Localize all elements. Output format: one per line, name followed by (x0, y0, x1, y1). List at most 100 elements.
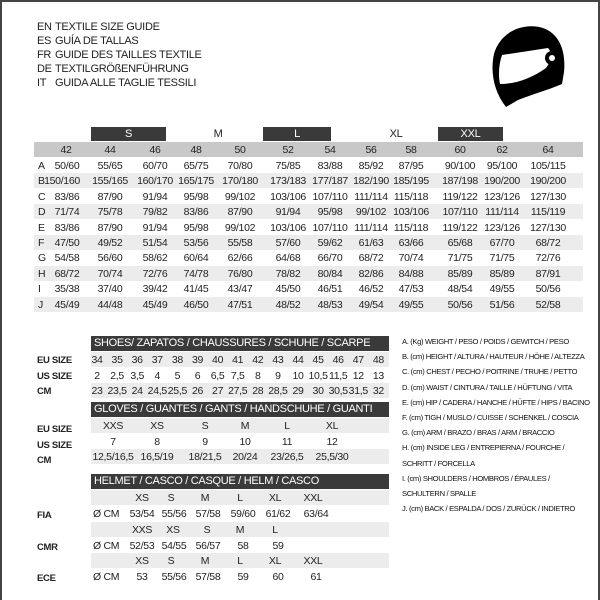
legend-item: E. (cm) HIP / CADERA / HANCHE / HÜFTE / … (402, 397, 590, 407)
size-number: 62 (496, 144, 508, 156)
shoe-cell: 4 (154, 369, 161, 382)
table-cell: 107/110 (312, 221, 348, 234)
table-cell: 78/82 (275, 267, 301, 280)
table-cell: 87/90 (227, 206, 253, 219)
table-cell: 37/40 (97, 283, 123, 296)
table-row-band (91, 352, 389, 367)
table-cell: 91/94 (142, 221, 168, 234)
table-cell: 48/52 (275, 298, 301, 311)
title-lang-code: IT (37, 77, 47, 89)
shoe-cell: 44 (292, 354, 304, 366)
helmet-cell: 61/62 (265, 508, 291, 520)
legend-item: C. (cm) CHEST / PECHO / POITRINE / TRUHE… (402, 367, 578, 377)
helmet-cell: 54/55 (161, 539, 187, 552)
table-cell: 50/60 (54, 160, 80, 172)
shoe-cell: 25,5 (167, 385, 188, 397)
helmet-size: XXL (303, 492, 323, 504)
title-lang-code: DE (37, 63, 52, 75)
table-cell: 185/195 (393, 175, 429, 188)
table-cell: 58/62 (142, 252, 168, 265)
table-cell: 53/56 (183, 237, 209, 249)
shoe-cell: 28,5 (268, 385, 288, 397)
table-cell: 127/130 (530, 190, 566, 203)
table-cell: 99/102 (355, 206, 387, 219)
size-number: 52 (282, 144, 294, 156)
shoe-cell: 27,5 (228, 385, 248, 397)
table-cell: 115/118 (393, 221, 429, 234)
table-cell: 71/74 (54, 206, 80, 219)
row-key: H (38, 267, 46, 280)
helmet-cell: 61 (310, 571, 322, 583)
table-cell: 51/56 (489, 298, 515, 311)
shoe-cell: 2,5 (110, 369, 124, 382)
table-cell: 75/78 (97, 206, 123, 219)
table-row-band (34, 265, 583, 281)
shoe-cell: 10,5 (308, 369, 328, 382)
table-cell: 187/198 (442, 175, 478, 188)
table-cell: 103/106 (270, 221, 306, 234)
glove-cell: 16,5/19 (140, 451, 174, 463)
shoe-cell: 23 (91, 385, 103, 397)
table-cell: 127/130 (530, 221, 566, 234)
table-cell: 49/52 (97, 237, 123, 249)
table-cell: 107/110 (442, 206, 478, 219)
table-row-band (91, 521, 389, 537)
table-cell: 85/89 (447, 267, 473, 280)
table-cell: 95/98 (317, 206, 343, 219)
table-cell: 123/126 (484, 190, 520, 203)
table-cell: 68/72 (535, 237, 561, 249)
table-cell: 83/88 (317, 160, 343, 172)
table-cell: 52/58 (535, 298, 561, 311)
table-cell: 65/68 (447, 237, 473, 249)
legend-item: H. (cm) INSIDE LEG / ENTREPIERNA / FOURC… (402, 443, 565, 453)
size-group-label: L (294, 128, 300, 140)
helmet-size: XL (268, 555, 282, 567)
table-cell: 165/175 (178, 175, 214, 188)
helmet-cell: 56/57 (195, 539, 221, 552)
legend-item: B. (cm) HEIGHT / ALTURA / HAUTEUR / HÖHE… (402, 352, 585, 362)
helmet-size: XXS (131, 523, 153, 536)
table-cell: 76/80 (227, 267, 253, 280)
table-cell: 87/90 (97, 221, 123, 234)
table-cell: 49/54 (358, 298, 384, 311)
title-lang-code: ES (37, 35, 52, 47)
shoe-cell: 46 (332, 354, 344, 366)
table-cell: 47/50 (54, 237, 80, 249)
helmet-icon (492, 26, 565, 108)
glove-cell: 23/26,5 (270, 451, 304, 463)
legend-item: F. (cm) TIGH / MUSLO / CUISSE / SCHENKEL… (402, 413, 579, 422)
row-label: EU SIZE (37, 355, 72, 366)
title-text: TEXTILGRÖßENFÜHRUNG (55, 63, 189, 75)
row-label: US SIZE (37, 439, 72, 451)
shoe-cell: 31,5 (348, 385, 369, 397)
size-number: 46 (149, 144, 161, 156)
table-cell: 99/102 (224, 190, 256, 203)
table-cell: 70/80 (227, 160, 253, 172)
glove-cell: 8 (154, 435, 160, 448)
table-cell: 70/74 (398, 252, 424, 265)
table-row-band (34, 296, 583, 312)
row-label: US SIZE (37, 370, 72, 382)
table-cell: 115/119 (530, 206, 566, 219)
table-cell: 55/58 (227, 237, 253, 249)
table-row-band (91, 383, 389, 398)
helmet-cell: 53/54 (129, 508, 155, 520)
title-lang-code: FR (37, 49, 52, 61)
shoe-cell: 26 (191, 385, 204, 397)
table-row-band (91, 490, 389, 505)
row-label: CM (37, 386, 52, 397)
size-number: 54 (324, 144, 336, 156)
helmet-size: L (272, 523, 278, 536)
glove-cell: 25,5/30 (315, 451, 349, 463)
shoe-cell: 8 (255, 369, 261, 382)
size-group-label: M (213, 128, 223, 140)
shoe-cell: 35 (111, 354, 123, 366)
table-cell: 95/98 (183, 221, 209, 234)
helmet-size: XS (166, 523, 180, 536)
table-cell: 71/75 (489, 252, 515, 265)
table-cell: 107/110 (312, 190, 348, 203)
table-cell: 84/88 (398, 267, 424, 280)
table-cell: 170/180 (222, 175, 258, 188)
table-cell: 111/114 (354, 190, 388, 203)
